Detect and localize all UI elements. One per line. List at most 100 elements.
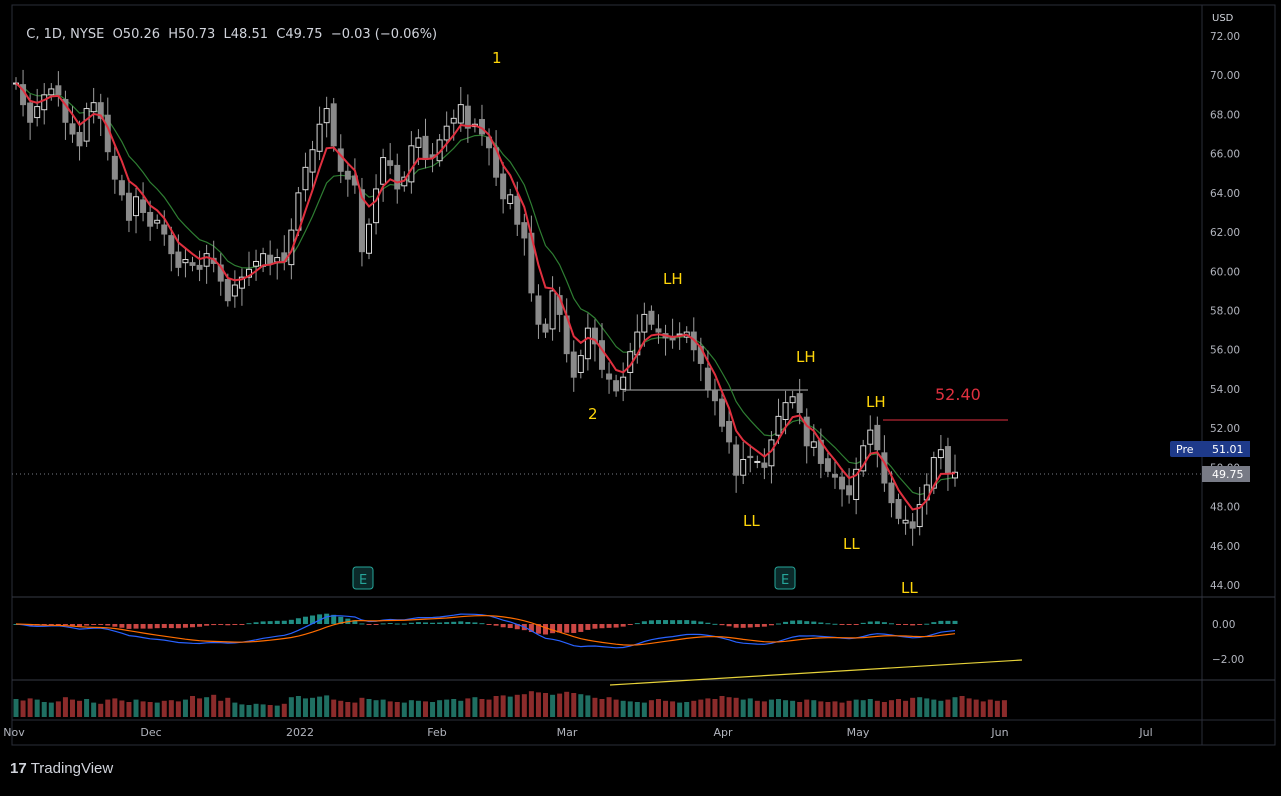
volume-bar [825, 702, 831, 717]
candle-body [337, 148, 344, 172]
candle-body [944, 446, 951, 474]
earnings-marker-2[interactable]: E [774, 566, 796, 590]
volume-bar [324, 695, 330, 717]
wave-2-label: 2 [588, 405, 598, 423]
macd-histogram-bar [888, 623, 894, 625]
candle-body [344, 170, 351, 180]
volume-bar [437, 700, 443, 717]
volume-bar [790, 700, 796, 717]
macd-histogram-bar [211, 624, 217, 626]
candle-body [648, 310, 655, 325]
macd-histogram-bar [486, 624, 492, 625]
candle-body [55, 85, 62, 96]
resistance-value-label: 52.40 [935, 385, 981, 404]
candle-body [189, 262, 196, 266]
macd-histogram-bar [684, 620, 690, 624]
candle-body [41, 94, 48, 111]
candle-body [309, 149, 316, 173]
volume-bar [27, 698, 33, 717]
macd-histogram-bar [451, 621, 457, 624]
macd-tick-label: 0.00 [1212, 619, 1235, 631]
macd-histogram-bar [867, 621, 873, 624]
macd-histogram-bar [437, 622, 443, 624]
currency-label: USD [1212, 13, 1234, 24]
symbol[interactable]: C [26, 27, 36, 42]
volume-bar [684, 702, 690, 717]
volume-bar [811, 700, 817, 717]
price-tick-label: 60.00 [1210, 266, 1240, 278]
macd-histogram-bar [175, 624, 181, 629]
candle-body [224, 279, 231, 302]
macd-histogram-bar [832, 623, 838, 625]
earnings-marker-1[interactable]: E [352, 566, 374, 590]
volume-bar [726, 697, 732, 717]
volume-bar [211, 694, 217, 717]
volume-bar [620, 700, 626, 717]
candle-body [450, 117, 457, 124]
price-axis[interactable]: 72.00 70.00 68.00 66.00 64.00 62.00 60.00 58.00… [1210, 31, 1240, 592]
volume-bar [338, 700, 344, 717]
price-tick-label: 54.00 [1210, 384, 1240, 396]
macd-histogram-bar [168, 624, 174, 629]
volume-bar [881, 702, 887, 717]
macd-histogram-bar [557, 624, 563, 633]
volume-bar [917, 697, 923, 717]
macd-histogram-bar [105, 624, 111, 626]
macd-histogram-bar [260, 621, 266, 624]
volume-bar [126, 702, 132, 717]
volume-bar [352, 702, 358, 717]
price-tick-label: 44.00 [1210, 580, 1240, 592]
volume-bar [55, 701, 61, 717]
candle-body [514, 195, 521, 225]
macd-histogram-bar [945, 620, 951, 624]
branding-text: TradingView [30, 760, 114, 777]
macd-histogram-bar [422, 622, 428, 624]
branding[interactable]: 17 TradingView [10, 760, 113, 777]
candle-body [888, 482, 895, 504]
macd-histogram-bar [543, 624, 549, 635]
volume-bar [465, 698, 471, 717]
macd-histogram-bar [387, 623, 393, 624]
macd-histogram-bar [119, 624, 125, 628]
candle-body [27, 102, 34, 123]
candle-body [853, 468, 860, 501]
candle-body [782, 402, 789, 421]
time-axis-label: Feb [427, 726, 446, 739]
candle-body [810, 441, 817, 448]
candle-body [606, 373, 613, 380]
volume-bar [775, 699, 781, 717]
macd-histogram-bar [479, 623, 485, 625]
volume-bar [938, 700, 944, 717]
volume-bar [571, 693, 577, 717]
volume-bar [345, 702, 351, 717]
candle-body [302, 166, 309, 191]
macd-histogram-bar [465, 621, 471, 624]
macd-histogram-bar [705, 622, 711, 624]
macd-axis[interactable]: 0.00 −2.00 [1212, 619, 1244, 666]
volume-bar [521, 694, 527, 717]
macd-histogram-bar [197, 624, 203, 627]
volume-bar [733, 697, 739, 717]
volume-bar [401, 702, 407, 717]
volume-bar [41, 702, 47, 717]
symbol-header[interactable]: C, 1D, NYSE O50.26 H50.73 L48.51 C49.75 … [26, 27, 438, 42]
volume-bar [740, 699, 746, 717]
volume-bar [444, 699, 450, 717]
macd-histogram-bar [648, 620, 654, 624]
volume-bar [13, 699, 19, 717]
volume-bar [458, 700, 464, 717]
time-axis[interactable]: Nov Dec 2022 Feb Mar Apr May Jun Jul [3, 726, 1152, 739]
macd-histogram-bar [204, 624, 210, 626]
macd-histogram-bar [528, 624, 534, 633]
macd-histogram-bar [811, 621, 817, 624]
macd-histogram-bar [896, 624, 902, 625]
macd-histogram-bar [613, 624, 619, 628]
interval[interactable]: 1D [43, 27, 62, 42]
macd-trendline [609, 659, 1023, 686]
candle-body [570, 351, 577, 378]
volume-bar [310, 697, 316, 717]
macd-histogram-bar [514, 624, 520, 630]
candle-body [111, 155, 118, 180]
volume-bar [712, 699, 718, 717]
